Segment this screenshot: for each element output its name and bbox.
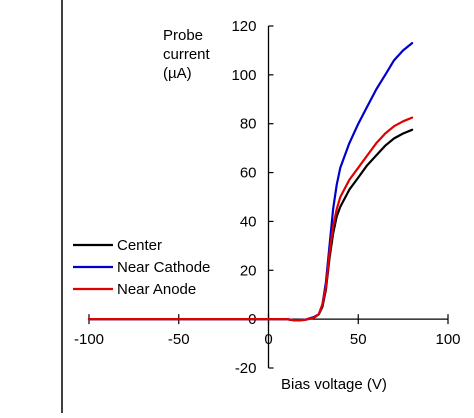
x-tick-label: -100: [74, 331, 104, 348]
y-axis-title-line: current: [163, 46, 211, 63]
x-tick-label: 0: [264, 331, 272, 348]
y-tick-label: 120: [231, 18, 256, 35]
axis-titles: Probe current (µA) Bias voltage (V): [163, 27, 387, 393]
series-line-near-anode: [87, 116, 414, 322]
legend: Center Near Cathode Near Anode: [73, 237, 210, 298]
y-tick-label: -20: [235, 360, 257, 377]
legend-label-center: Center: [117, 237, 162, 254]
y-axis-title-line: (µA): [163, 65, 192, 82]
legend-label-near-cathode: Near Cathode: [117, 259, 210, 276]
y-tick-label: 40: [240, 213, 257, 230]
series-group: [87, 42, 414, 322]
y-tick-label: 80: [240, 116, 257, 133]
y-tick-label: 100: [231, 67, 256, 84]
y-axis-title-line: Probe: [163, 27, 203, 44]
x-axis-title: Bias voltage (V): [281, 376, 387, 393]
x-tick-label: 50: [350, 331, 367, 348]
legend-label-near-anode: Near Anode: [117, 281, 196, 298]
y-tick-label: 20: [240, 262, 257, 279]
x-tick-label: 100: [435, 331, 460, 348]
x-tick-label: -50: [168, 331, 190, 348]
y-tick-label: 60: [240, 165, 257, 182]
